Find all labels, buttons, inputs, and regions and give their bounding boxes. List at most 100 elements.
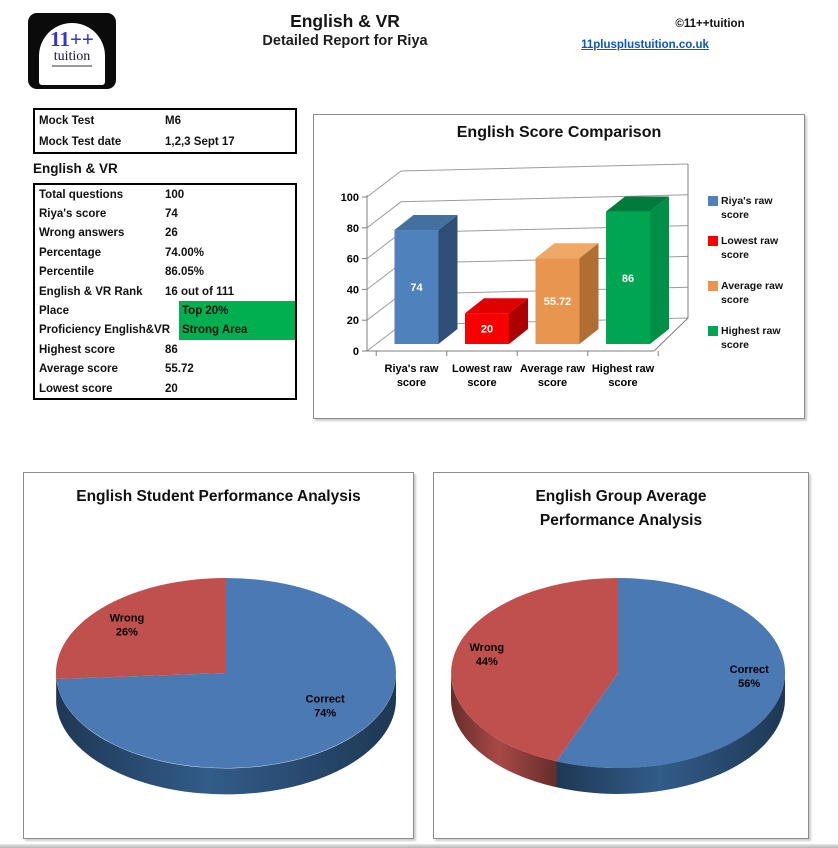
page-title: English & VR	[290, 11, 400, 31]
x-category-label: score	[608, 377, 637, 389]
table-row: Highest score 86	[35, 340, 295, 359]
pie-data-label: Wrong	[110, 613, 145, 625]
x-category-label: Highest raw	[592, 363, 655, 375]
bar-top-face	[606, 196, 669, 212]
pie-data-label: Wrong	[469, 642, 504, 654]
row-label: Total questions	[39, 188, 124, 201]
stats-table: Total questions 100 Riya's score 74 Wrong an…	[33, 183, 297, 401]
logo-text-tuition: tuition	[53, 49, 91, 64]
pie-data-label: 44%	[476, 656, 498, 668]
bar-side-face	[438, 215, 458, 344]
row-value: 74	[165, 208, 178, 221]
table-row: Wrong answers 26	[35, 224, 295, 243]
pie-title-group: English Group Average Performance Analys…	[535, 488, 707, 529]
legend-swatch	[708, 281, 718, 291]
pie-canvas-student: Correct 74% Wrong 26%	[55, 578, 397, 795]
legend-label: Highest raw score	[721, 325, 781, 351]
row-label: Average score	[39, 363, 118, 376]
y-tick-label: 60	[347, 254, 359, 266]
bar-front-face	[606, 211, 650, 344]
mock-info-table: Mock Test M6 Mock Test date 1,2,3 Sept 17	[33, 108, 297, 154]
bar-chart-title: English Score Comparison	[456, 124, 662, 141]
pie-panel-student: English Student Performance Analysis Cor…	[23, 472, 414, 839]
bar-top-face	[535, 243, 599, 259]
bar-side-face	[509, 298, 528, 344]
bar-front-face	[535, 258, 580, 344]
gridline	[366, 163, 689, 198]
row-label: Mock Test	[39, 114, 95, 127]
x-category-label: score	[467, 377, 496, 389]
table-row: Proficiency English&VR Strong Area	[35, 320, 295, 341]
row-label: Wrong answers	[39, 227, 125, 240]
y-tick-label: 0	[353, 346, 359, 358]
pie-side-wrong	[451, 673, 557, 788]
legend-label: Average raw score	[721, 280, 784, 306]
row-value: 86.05%	[165, 266, 205, 279]
bar-data-label: 74	[410, 282, 423, 294]
pie-data-label: Correct	[730, 664, 769, 676]
x-category-label: score	[538, 377, 567, 389]
table-row: Percentile 86.05%	[35, 263, 295, 282]
row-value: M6	[165, 114, 181, 127]
gridline	[366, 194, 689, 229]
row-label: Mock Test date	[39, 135, 122, 148]
table-row: Mock Test M6	[35, 110, 295, 131]
row-value-highlighted: Top 20%	[179, 301, 295, 321]
table-row: Riya's score 74	[35, 204, 295, 223]
logo-arch: 11++ tuition	[39, 23, 105, 85]
pie-side-correct	[56, 673, 397, 795]
table-row: Average score 55.72	[35, 360, 295, 379]
row-label: English & VR Rank	[39, 285, 143, 298]
pie-slice-wrong	[55, 578, 226, 679]
bar-top-face	[465, 298, 528, 314]
table-row: English & VR Rank 16 out of 111	[35, 282, 295, 301]
row-label: Proficiency English&VR	[39, 324, 171, 337]
bar-data-label: 20	[481, 324, 493, 336]
pie-slice-correct	[56, 578, 396, 768]
row-label: Lowest score	[39, 382, 113, 395]
row-value: 1,2,3 Sept 17	[165, 135, 235, 148]
table-row: Total questions 100	[35, 185, 295, 204]
row-label: Percentage	[39, 246, 102, 259]
table-row: Percentage 74.00%	[35, 243, 295, 262]
table-row: Mock Test date 1,2,3 Sept 17	[35, 131, 295, 152]
bar-front-face	[465, 313, 509, 344]
row-label: Place	[39, 305, 70, 318]
bar-side-face	[579, 243, 599, 344]
bar-data-label: 55.72	[544, 296, 572, 308]
row-value: 26	[165, 227, 178, 240]
y-tick-label: 40	[347, 284, 359, 296]
pie-data-label: 74%	[314, 707, 336, 719]
pie-data-label: 56%	[738, 678, 760, 690]
bar-chart-panel: English Score Comparison 0 20 40 60 80 100 74 2…	[313, 114, 805, 419]
legend-label: Riya's raw score	[721, 195, 773, 221]
legend-swatch	[708, 326, 718, 336]
x-category-label: score	[397, 377, 426, 389]
row-label: Percentile	[39, 266, 94, 279]
page-subtitle: Detailed Report for Riya	[262, 33, 428, 49]
x-category-label: Average raw	[520, 363, 585, 375]
bar-chart-canvas: 0 20 40 60 80 100 74 20 55.72 86 Riya's raw score Lo…	[341, 163, 689, 389]
website-link[interactable]: 11plusplustuition.co.uk	[581, 39, 709, 51]
pie-slice-correct	[556, 578, 786, 768]
pie-canvas-group: Correct 56% Wrong 44%	[451, 578, 786, 794]
table-row: Place Top 20%	[35, 301, 295, 321]
section-title: English & VR	[33, 161, 118, 176]
row-value: 100	[165, 188, 185, 201]
logo-tagline-rule	[52, 65, 92, 67]
bar-data-label: 86	[622, 273, 634, 285]
x-category-label: Lowest raw	[452, 363, 512, 375]
bar-side-face	[650, 196, 669, 344]
row-label: Highest score	[39, 343, 116, 356]
website-link-wrap: 11plusplustuition.co.uk	[550, 39, 740, 51]
row-value: 74.00%	[165, 246, 205, 259]
floor-and-wall-edges	[367, 164, 689, 352]
pie-title-student: English Student Performance Analysis	[76, 488, 361, 505]
logo-text-11: 11++	[50, 27, 94, 51]
row-label: Riya's score	[39, 208, 107, 221]
bar-chart-legend: Riya's raw score Lowest raw score Average …	[314, 115, 804, 418]
row-value: 20	[165, 382, 178, 395]
y-tick-label: 100	[341, 192, 359, 204]
pie-data-label: 26%	[116, 627, 138, 639]
